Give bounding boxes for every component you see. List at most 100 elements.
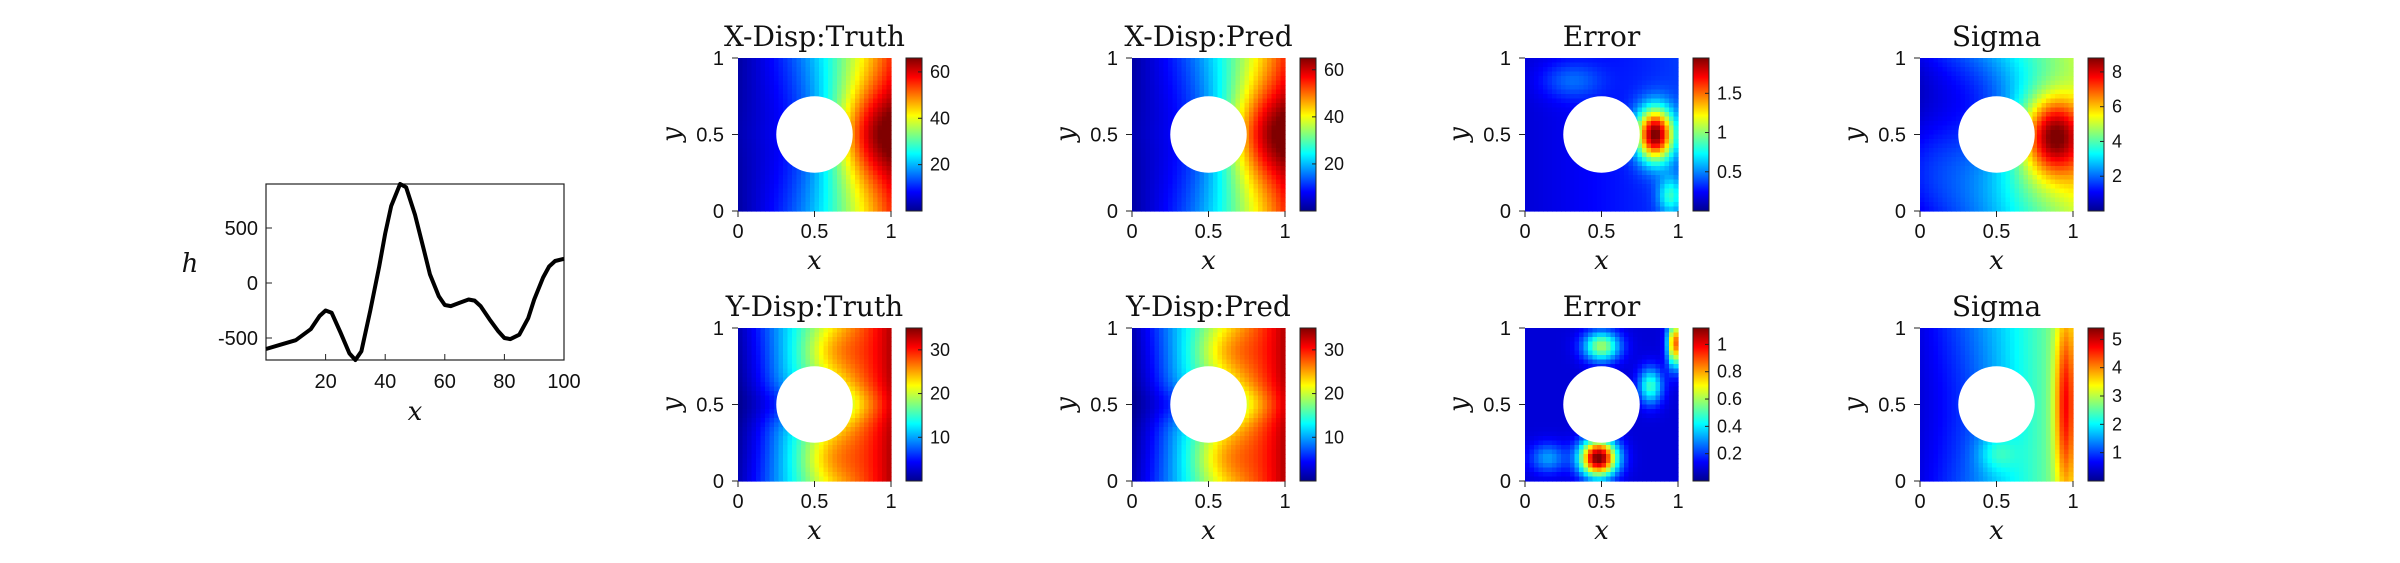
heatmap-cell xyxy=(1628,161,1634,167)
heatmap-cell xyxy=(886,94,892,100)
heatmap-cell xyxy=(850,62,856,68)
heatmap-cell xyxy=(751,436,757,442)
heatmap-cell xyxy=(2068,157,2074,163)
heatmap-cell xyxy=(1253,121,1259,127)
heatmap-cell xyxy=(747,337,753,343)
heatmap-cell xyxy=(886,170,892,176)
heatmap-cell xyxy=(751,197,757,203)
heatmap-cell xyxy=(1276,179,1282,185)
heatmap-cell xyxy=(1574,170,1580,176)
heatmap-cell xyxy=(1673,112,1679,118)
heatmap-cell xyxy=(2037,148,2043,154)
heatmap-cell xyxy=(864,130,870,136)
heatmap-cell xyxy=(1190,85,1196,91)
heatmap-cell xyxy=(765,368,771,374)
panel-ylabel: y xyxy=(1839,127,1869,143)
heatmap-cell xyxy=(1947,175,1953,181)
heatmap-cell xyxy=(1168,188,1174,194)
heatmap-cell xyxy=(1271,107,1277,113)
heatmap-cell xyxy=(1624,166,1630,172)
heatmap-cell xyxy=(1624,67,1630,73)
heatmap-cell xyxy=(2055,76,2061,82)
heatmap-cell xyxy=(1150,80,1156,86)
heatmap-cell xyxy=(1619,206,1625,212)
heatmap-cell xyxy=(747,179,753,185)
heatmap-cell xyxy=(783,206,789,212)
heatmap-cell xyxy=(1168,193,1174,199)
heatmap-cell xyxy=(1951,188,1957,194)
heatmap-cell xyxy=(751,67,757,73)
heatmap-cell xyxy=(1195,89,1201,95)
heatmap-cell xyxy=(2046,202,2052,208)
heatmap-cell xyxy=(756,346,762,352)
heatmap-cell xyxy=(2064,121,2070,127)
heatmap-cell xyxy=(1141,197,1147,203)
heatmap-cell xyxy=(864,85,870,91)
heatmap-cell xyxy=(778,103,784,109)
heatmap-cell xyxy=(1525,103,1531,109)
heatmap-cell xyxy=(1983,67,1989,73)
heatmap-cell xyxy=(1195,170,1201,176)
heatmap-cell xyxy=(1606,62,1612,68)
heatmap-cell xyxy=(2050,139,2056,145)
heatmap-cell xyxy=(765,440,771,446)
heatmap-cell xyxy=(1673,121,1679,127)
heatmap-cell xyxy=(873,188,879,194)
heatmap-cell xyxy=(1969,80,1975,86)
heatmap-cell xyxy=(1951,193,1957,199)
heatmap-cell xyxy=(1231,71,1237,77)
heatmap-cell xyxy=(868,98,874,104)
heatmap-cell xyxy=(1262,80,1268,86)
heatmap-cell xyxy=(1920,179,1926,185)
heatmap-cell xyxy=(2068,103,2074,109)
heatmap-cell xyxy=(1217,179,1223,185)
heatmap-cell xyxy=(1664,76,1670,82)
heatmap-cell xyxy=(1969,76,1975,82)
heatmap-cell xyxy=(873,170,879,176)
heatmap-cell xyxy=(778,94,784,100)
heatmap-cell xyxy=(1646,143,1652,149)
heatmap-cell xyxy=(1258,206,1264,212)
heatmap-cell xyxy=(1249,58,1255,64)
heatmap-cell xyxy=(873,121,879,127)
heatmap-cell xyxy=(850,67,856,73)
heatmap-cell xyxy=(850,202,856,208)
heatmap-cell xyxy=(877,116,883,122)
heatmap-cell xyxy=(738,418,744,424)
heatmap-cell xyxy=(751,382,757,388)
heatmap-cell xyxy=(1660,193,1666,199)
heatmap-cell xyxy=(1996,206,2002,212)
heatmap-cell xyxy=(2010,94,2016,100)
heatmap-cell xyxy=(1956,107,1962,113)
heatmap-cell xyxy=(1132,152,1138,158)
heatmap-cell xyxy=(1992,71,1998,77)
heatmap-cell xyxy=(1570,98,1576,104)
heatmap-cell xyxy=(1235,197,1241,203)
heatmap-cell xyxy=(1673,161,1679,167)
heatmap-cell xyxy=(1597,206,1603,212)
heatmap-cell xyxy=(846,202,852,208)
heatmap-cell xyxy=(868,202,874,208)
heatmap-cell xyxy=(1664,107,1670,113)
heatmap-cell xyxy=(1258,125,1264,131)
heatmap-cell xyxy=(742,476,748,482)
heatmap-cell xyxy=(1660,152,1666,158)
heatmap-cell xyxy=(760,148,766,154)
heatmap-cell xyxy=(2046,125,2052,131)
heatmap-cell xyxy=(1262,202,1268,208)
heatmap-cell xyxy=(864,157,870,163)
heatmap-cell xyxy=(1267,121,1273,127)
heatmap-cell xyxy=(1646,166,1652,172)
heatmap-cell xyxy=(769,179,775,185)
heatmap-cell xyxy=(1924,170,1930,176)
heatmap-cell xyxy=(868,125,874,131)
heatmap-cell xyxy=(846,157,852,163)
heatmap-cell xyxy=(2064,116,2070,122)
heatmap-cell xyxy=(823,179,829,185)
heatmap-cell xyxy=(1938,62,1944,68)
heatmap-cell xyxy=(1942,193,1948,199)
heatmap-cell xyxy=(1534,103,1540,109)
heatmap-cell xyxy=(1240,202,1246,208)
heatmap-cell xyxy=(738,148,744,154)
heatmap-cell xyxy=(1929,125,1935,131)
